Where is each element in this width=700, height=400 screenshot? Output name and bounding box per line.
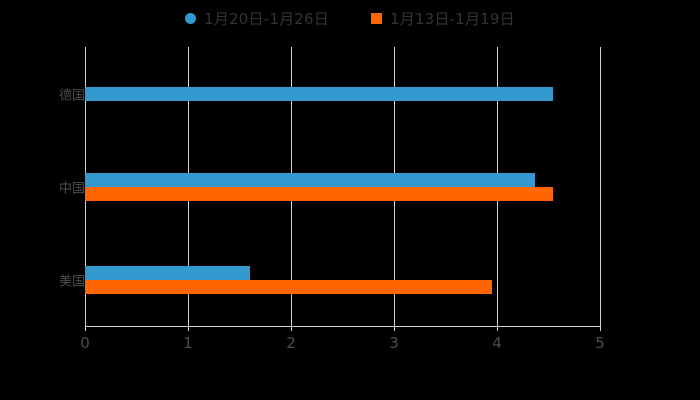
x-axis-tick	[600, 326, 601, 331]
x-axis-tick-label: 1	[183, 334, 193, 352]
x-axis-tick	[291, 326, 292, 331]
x-axis-tick-label: 0	[80, 334, 90, 352]
x-axis-tick-label: 2	[286, 334, 296, 352]
y-axis-category-label: 德国	[58, 88, 85, 103]
x-axis-tick	[85, 326, 86, 331]
bar-中国-1月20日-1月26日[interactable]	[85, 172, 536, 187]
x-axis-tick	[188, 326, 189, 331]
legend-item-1[interactable]: 1月13日-1月19日	[371, 8, 515, 29]
y-axis-category-label: 中国	[58, 181, 85, 196]
x-axis-tick	[497, 326, 498, 331]
bar-美国-1月13日-1月19日[interactable]	[85, 279, 492, 294]
plot-area: 0 1 2 3 4 5	[80, 47, 605, 352]
bar-德国-1月20日-1月26日[interactable]	[85, 86, 553, 101]
bar-美国-1月20日-1月26日[interactable]	[85, 265, 250, 280]
circle-marker-icon	[185, 13, 197, 24]
gridline	[600, 47, 601, 326]
x-axis-line	[85, 326, 601, 327]
x-axis-tick-label: 5	[595, 334, 605, 352]
x-axis-tick-label: 4	[492, 334, 502, 352]
legend-label-1: 1月13日-1月19日	[390, 10, 515, 28]
bar-中国-1月13日-1月19日[interactable]	[85, 186, 553, 201]
legend-label-0: 1月20日-1月26日	[204, 10, 329, 28]
y-axis-category-label: 美国	[58, 274, 85, 289]
legend-item-0[interactable]: 1月20日-1月26日	[185, 8, 329, 29]
x-axis-tick	[394, 326, 395, 331]
square-marker-icon	[371, 13, 382, 24]
chart-legend: 1月20日-1月26日 1月13日-1月19日	[0, 8, 700, 29]
x-axis-tick-label: 3	[389, 334, 399, 352]
